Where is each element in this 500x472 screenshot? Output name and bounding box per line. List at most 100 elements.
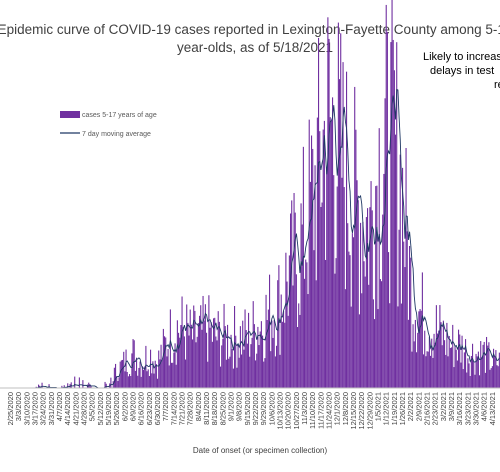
case-bar bbox=[230, 334, 232, 388]
case-bar bbox=[353, 237, 355, 388]
case-bar bbox=[312, 148, 314, 388]
chart-title-line-1: Epidemic curve of COVID-19 cases reporte… bbox=[0, 22, 500, 37]
x-tick-label: 7/21/2020 bbox=[178, 392, 187, 425]
case-bar bbox=[328, 38, 330, 389]
case-bar bbox=[438, 330, 440, 388]
x-tick-label: 3/17/2020 bbox=[31, 392, 40, 425]
case-bar bbox=[61, 385, 63, 388]
case-bar bbox=[259, 331, 261, 388]
case-bar bbox=[329, 117, 331, 389]
case-bar bbox=[396, 42, 398, 389]
case-bar bbox=[486, 336, 488, 388]
case-bar bbox=[213, 318, 215, 388]
case-bar bbox=[391, 0, 393, 388]
case-bar bbox=[286, 281, 288, 388]
annotation-line-2: delays in test bbox=[430, 65, 494, 77]
case-bar bbox=[374, 319, 376, 388]
case-bar bbox=[372, 299, 374, 388]
case-bar bbox=[470, 355, 472, 388]
case-bar bbox=[375, 186, 377, 388]
case-bar bbox=[389, 303, 391, 388]
case-bar bbox=[311, 135, 313, 388]
case-bar bbox=[431, 338, 433, 388]
case-bar bbox=[488, 342, 490, 388]
case-bar bbox=[274, 356, 276, 388]
case-bar bbox=[295, 274, 297, 388]
x-tick-label: 6/2/2020 bbox=[120, 392, 129, 421]
case-bar bbox=[280, 294, 282, 388]
case-bar bbox=[497, 366, 499, 388]
case-bar bbox=[192, 339, 194, 388]
case-bar bbox=[392, 39, 394, 389]
annotation-line-1: Likely to increase bbox=[423, 51, 500, 63]
case-bar bbox=[127, 376, 129, 388]
case-bar bbox=[144, 366, 146, 388]
case-bar bbox=[326, 169, 328, 388]
case-bar bbox=[479, 375, 481, 388]
case-bar bbox=[477, 351, 479, 388]
case-bar bbox=[253, 324, 255, 388]
case-bar bbox=[117, 381, 119, 388]
case-bar bbox=[313, 250, 315, 388]
case-bar bbox=[203, 320, 205, 388]
x-tick-label: 5/5/2020 bbox=[88, 392, 97, 421]
x-tick-labels: 2/25/2020 3/3/2020 3/10/2020 3/17/2020 3/24/… bbox=[6, 392, 497, 430]
case-bar bbox=[235, 335, 237, 388]
case-bar bbox=[496, 365, 498, 388]
case-bar bbox=[167, 349, 169, 388]
case-bar bbox=[444, 340, 446, 388]
case-bar bbox=[129, 374, 131, 388]
case-bar bbox=[138, 367, 140, 388]
case-bar bbox=[465, 339, 467, 388]
x-tick-label: 1/5/2021 bbox=[374, 392, 383, 421]
case-bar bbox=[339, 79, 341, 388]
case-bar bbox=[171, 362, 173, 388]
case-bar bbox=[209, 327, 211, 388]
case-bar bbox=[491, 366, 493, 388]
x-tick-label: 10/20/2020 bbox=[284, 392, 293, 430]
case-bar bbox=[272, 337, 274, 388]
case-bar bbox=[417, 332, 419, 388]
case-bar bbox=[363, 261, 365, 388]
case-bar bbox=[215, 336, 217, 388]
case-bar bbox=[301, 224, 303, 388]
case-bar bbox=[416, 352, 418, 388]
case-bar bbox=[446, 322, 448, 388]
case-bar bbox=[137, 375, 139, 388]
case-bar bbox=[403, 241, 405, 388]
case-bar bbox=[148, 375, 150, 388]
case-bar bbox=[390, 42, 392, 389]
case-bar bbox=[377, 309, 379, 388]
case-bar bbox=[371, 210, 373, 388]
case-bar bbox=[258, 345, 260, 388]
x-tick-label: 12/15/2020 bbox=[349, 392, 358, 430]
case-bar bbox=[146, 371, 148, 388]
case-bar bbox=[281, 321, 283, 388]
case-bar bbox=[190, 324, 192, 388]
case-bar bbox=[115, 363, 117, 388]
case-bar bbox=[126, 372, 128, 388]
x-tick-label: 4/14/2020 bbox=[63, 392, 72, 425]
case-bar bbox=[164, 336, 166, 388]
case-bar bbox=[231, 349, 233, 388]
x-tick-label: 7/28/2020 bbox=[186, 392, 195, 425]
case-bar bbox=[369, 207, 371, 388]
case-bar bbox=[251, 337, 253, 388]
case-bar bbox=[475, 353, 477, 388]
case-bar bbox=[182, 327, 184, 388]
case-bar bbox=[165, 337, 167, 388]
x-tick-label: 9/22/2020 bbox=[251, 392, 260, 425]
case-bar bbox=[493, 348, 495, 388]
case-bar bbox=[440, 322, 442, 388]
case-bar bbox=[351, 233, 353, 388]
case-bar bbox=[384, 98, 386, 388]
x-tick-label: 2/25/2020 bbox=[6, 392, 15, 425]
case-bar bbox=[381, 281, 383, 388]
case-bar bbox=[336, 186, 338, 388]
case-bar bbox=[188, 335, 190, 388]
case-bar bbox=[466, 372, 468, 388]
case-bar bbox=[151, 373, 153, 388]
case-bar bbox=[197, 323, 199, 388]
case-bar bbox=[255, 360, 257, 388]
case-bar bbox=[277, 280, 279, 388]
